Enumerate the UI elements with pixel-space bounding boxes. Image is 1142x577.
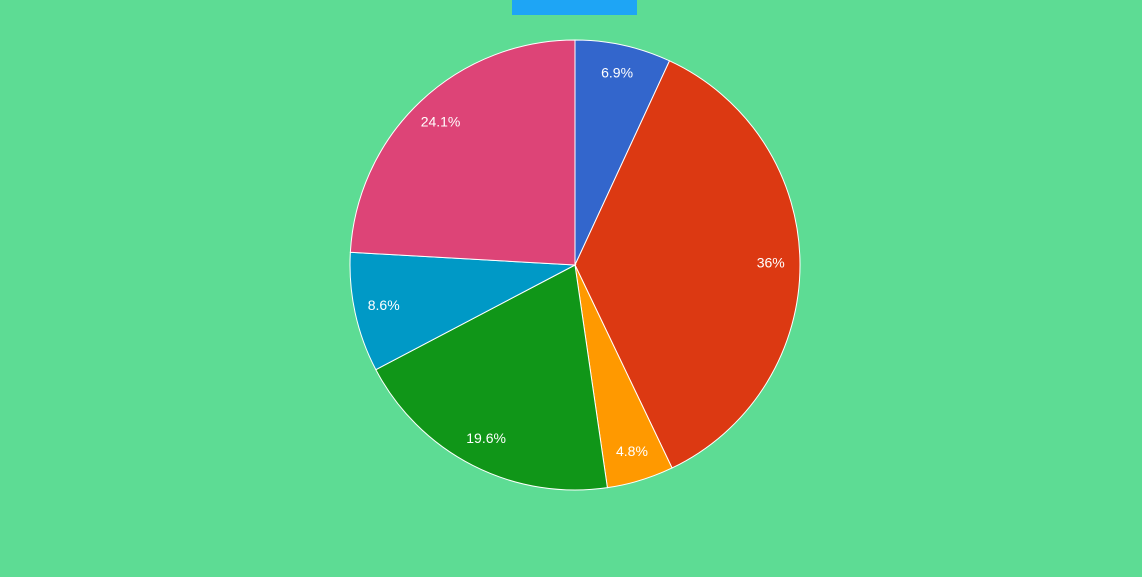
- header-tab: [512, 0, 637, 15]
- slice-label: 24.1%: [421, 113, 461, 129]
- slice-label: 4.8%: [616, 443, 648, 459]
- pie-slice: [574, 60, 801, 469]
- slice-label: 36%: [757, 254, 785, 270]
- pie-slice: [349, 251, 577, 371]
- slice-label: 8.6%: [368, 297, 400, 313]
- slice-label: 6.9%: [601, 65, 633, 81]
- pie-slice: [375, 264, 608, 491]
- slice-label: 19.6%: [466, 430, 506, 446]
- pie-slice: [349, 39, 576, 266]
